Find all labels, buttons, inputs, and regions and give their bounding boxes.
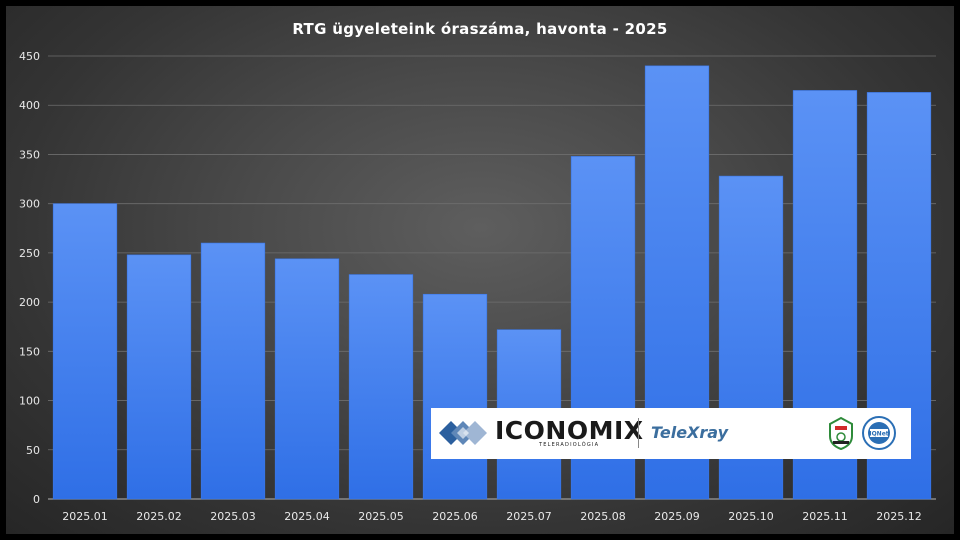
logo-divider <box>638 418 639 448</box>
chart-area: RTG ügyeleteink óraszáma, havonta - 2025… <box>6 6 954 534</box>
bar-2025.01 <box>52 203 118 500</box>
sponsor-logo-banner: ICONOMIX TELERADIOLÓGIA TeleXray IQNet <box>431 408 911 459</box>
chart-title: RTG ügyeleteink óraszáma, havonta - 2025 <box>292 20 668 38</box>
y-tick-label: 250 <box>19 247 40 260</box>
y-tick-label: 150 <box>19 345 40 358</box>
x-tick-label: 2025.01 <box>62 510 108 523</box>
x-tick-label: 2025.02 <box>136 510 182 523</box>
iconomix-diamond-logo-icon <box>439 421 487 445</box>
bar-2025.06 <box>422 293 488 500</box>
y-tick-label: 450 <box>19 50 40 63</box>
y-axis: 0 50 100 150 200 250 300 350 400 450 <box>19 50 40 506</box>
gridlines <box>48 55 936 500</box>
y-tick-label: 200 <box>19 296 40 309</box>
trusted-company-badge-icon <box>829 416 853 450</box>
bar-2025.03 <box>200 242 266 500</box>
x-tick-label: 2025.10 <box>728 510 774 523</box>
x-tick-label: 2025.06 <box>432 510 478 523</box>
x-tick-label: 2025.04 <box>284 510 330 523</box>
x-tick-label: 2025.08 <box>580 510 626 523</box>
bar-2025.04 <box>274 258 340 500</box>
bar-2025.02 <box>126 254 192 500</box>
svg-text:IQNet: IQNet <box>869 431 888 438</box>
product-name: TeleXray <box>651 423 728 442</box>
y-tick-label: 100 <box>19 395 40 408</box>
x-tick-label: 2025.07 <box>506 510 552 523</box>
y-tick-label: 0 <box>33 493 40 506</box>
brand-subtitle: TELERADIOLÓGIA <box>539 442 600 448</box>
iqnet-certification-badge-icon: IQNet <box>862 416 896 450</box>
bar-2025.05 <box>348 274 414 500</box>
y-tick-label: 350 <box>19 148 40 161</box>
y-tick-label: 300 <box>19 198 40 211</box>
x-tick-label: 2025.09 <box>654 510 700 523</box>
x-tick-label: 2025.12 <box>876 510 922 523</box>
brand-name: ICONOMIX <box>495 416 644 445</box>
y-tick-label: 50 <box>26 444 40 457</box>
x-axis: 2025.01 2025.02 2025.03 2025.04 2025.05 2025.… <box>62 510 922 523</box>
x-tick-label: 2025.05 <box>358 510 404 523</box>
y-tick-label: 400 <box>19 99 40 112</box>
x-tick-label: 2025.11 <box>802 510 848 523</box>
x-tick-label: 2025.03 <box>210 510 256 523</box>
